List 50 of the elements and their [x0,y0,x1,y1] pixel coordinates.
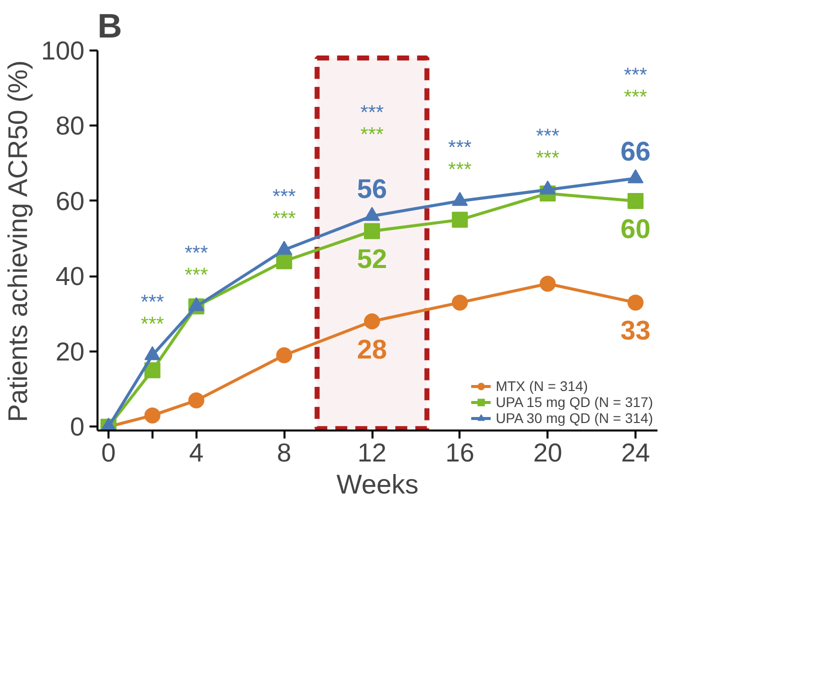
point [540,276,556,292]
annotation: *** [272,208,296,230]
annotation: *** [624,64,648,86]
y-tick-label: 100 [41,36,85,66]
data-label: 52 [356,244,388,274]
annotation: *** [448,158,472,181]
chart-title: B [98,8,122,46]
x-tick-label: 4 [189,438,204,468]
legend-label: UPA 15 mg QD (N = 317) [496,394,653,410]
annotation: *** [184,242,208,264]
point [364,313,380,330]
data-label: 28 [356,334,388,364]
point [188,392,204,408]
legend-label: MTX (N = 314) [496,378,588,394]
annotation: *** [360,124,384,146]
x-axis-title: Weeks [336,470,419,500]
annotation: *** [140,291,164,314]
y-tick-label: 0 [70,412,85,442]
y-tick-label: 20 [56,336,84,366]
point [364,223,380,240]
annotation: *** [536,126,560,148]
data-label: 33 [620,316,651,346]
point [628,294,644,311]
point [628,192,644,209]
data-label: 56 [356,174,388,204]
x-tick-label: 8 [276,438,292,468]
point [452,294,468,311]
annotation: *** [360,102,384,124]
y-tick-label: 80 [56,110,84,141]
x-tick-label: 16 [445,438,474,468]
annotation: *** [272,186,296,208]
x-tick-label: 20 [533,438,562,468]
x-tick-label: 24 [621,438,650,468]
y-tick-label: 60 [56,186,84,216]
y-tick-label: 40 [56,261,84,292]
annotation: *** [140,313,164,336]
annotation: *** [448,136,472,159]
point [144,362,160,378]
point [276,347,292,364]
data-label: 66 [620,136,651,166]
point [452,212,468,228]
annotation: *** [624,86,648,108]
y-axis-title: Patients achieving ACR50 (%) [3,60,34,422]
annotation: *** [536,148,560,170]
point [144,407,160,424]
legend-label: UPA 30 mg QD (N = 314) [496,410,653,426]
x-tick-label: 0 [101,438,116,468]
data-label: 60 [620,214,651,244]
annotation: *** [184,264,208,286]
x-tick-label: 12 [358,438,386,468]
